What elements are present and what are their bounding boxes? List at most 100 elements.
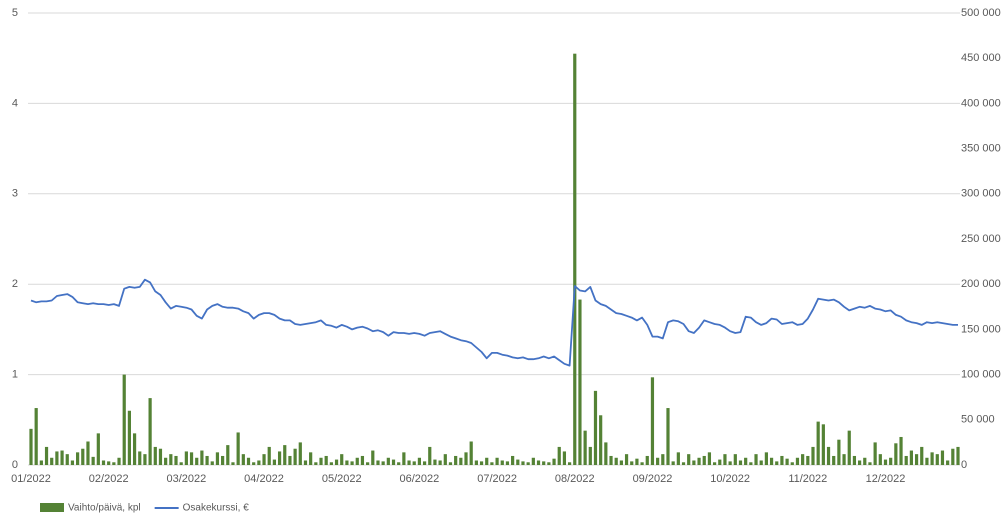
bar: [500, 460, 504, 465]
price-line: [30, 278, 958, 367]
y2-tick-label: 400 000: [961, 97, 1001, 109]
bar: [826, 446, 831, 465]
y-tick-label: 4: [12, 97, 18, 109]
bar: [702, 455, 706, 465]
bar: [236, 432, 240, 465]
bar: [81, 448, 85, 465]
bar: [158, 448, 163, 465]
bar: [671, 461, 675, 465]
bar: [448, 462, 453, 465]
bar: [298, 442, 302, 465]
bar: [329, 462, 333, 465]
y2-tick-label: 100 000: [961, 369, 1001, 381]
bar: [738, 460, 743, 465]
bar: [443, 454, 447, 465]
bar: [200, 450, 204, 465]
bar: [951, 448, 955, 465]
bar: [50, 457, 54, 465]
bar: [464, 452, 468, 465]
bar: [479, 461, 484, 465]
bar: [578, 299, 582, 465]
bar: [904, 455, 908, 465]
bar: [39, 460, 43, 465]
bar: [837, 439, 841, 465]
y2-tick-label: 300 000: [961, 188, 1001, 200]
bar: [775, 461, 779, 465]
bar: [806, 455, 810, 465]
bar: [277, 451, 282, 465]
bar: [386, 457, 390, 465]
bar: [816, 421, 820, 465]
y2-tick-label: 450 000: [961, 52, 1001, 64]
bar: [153, 446, 157, 465]
bar: [132, 433, 137, 465]
bar: [640, 462, 644, 465]
bar: [935, 454, 939, 465]
bar: [894, 443, 898, 465]
bar: [676, 452, 680, 465]
bar: [899, 436, 903, 465]
bar: [624, 454, 629, 465]
bar: [878, 454, 882, 465]
bar: [842, 454, 846, 465]
bar: [557, 446, 561, 465]
bar: [733, 454, 737, 465]
bar: [169, 454, 173, 465]
bar: [909, 450, 913, 465]
x-tick-label: 11/2022: [788, 473, 827, 485]
bar: [246, 457, 251, 465]
bar: [795, 457, 800, 465]
bar: [940, 450, 945, 465]
bar: [288, 455, 292, 465]
bar: [221, 455, 225, 465]
y2-tick-label: 0: [961, 459, 967, 471]
bar: [889, 457, 893, 465]
bar: [650, 377, 655, 465]
x-tick-label: 05/2022: [322, 473, 362, 485]
bar: [117, 457, 121, 465]
bar: [252, 462, 256, 465]
bar: [60, 450, 64, 465]
y-tick-label: 1: [12, 369, 18, 381]
bar: [609, 455, 613, 465]
bar: [309, 452, 313, 465]
bar: [692, 460, 696, 465]
bar: [490, 462, 494, 465]
bar: [536, 460, 541, 465]
y2-tick-label: 50 000: [961, 414, 995, 426]
bar: [428, 446, 432, 465]
bar: [811, 446, 815, 465]
bar: [495, 457, 499, 465]
bar: [272, 459, 277, 465]
bar: [505, 461, 510, 465]
x-tick-label: 08/2022: [555, 473, 595, 485]
bar: [189, 452, 194, 465]
bar: [661, 454, 665, 465]
y2-tick-label: 200 000: [961, 278, 1001, 290]
bar: [562, 451, 567, 465]
bar: [397, 462, 401, 465]
bar: [55, 451, 59, 465]
bar: [267, 446, 271, 465]
bar: [588, 446, 592, 465]
bar: [531, 457, 535, 465]
bar: [526, 462, 530, 465]
x-tick-label: 07/2022: [477, 473, 517, 485]
bar: [769, 457, 774, 465]
bar: [599, 415, 603, 465]
bar: [303, 460, 308, 465]
bar: [521, 461, 525, 465]
bar: [567, 462, 572, 465]
bar: [112, 462, 116, 465]
bar: [293, 448, 297, 465]
bar: [438, 460, 442, 465]
bar: [65, 454, 69, 465]
bar: [350, 461, 354, 465]
bar: [604, 442, 608, 465]
bar: [821, 424, 825, 465]
bar: [614, 457, 618, 465]
bar: [433, 459, 437, 465]
bar: [547, 462, 551, 465]
y-tick-label: 3: [12, 188, 18, 200]
